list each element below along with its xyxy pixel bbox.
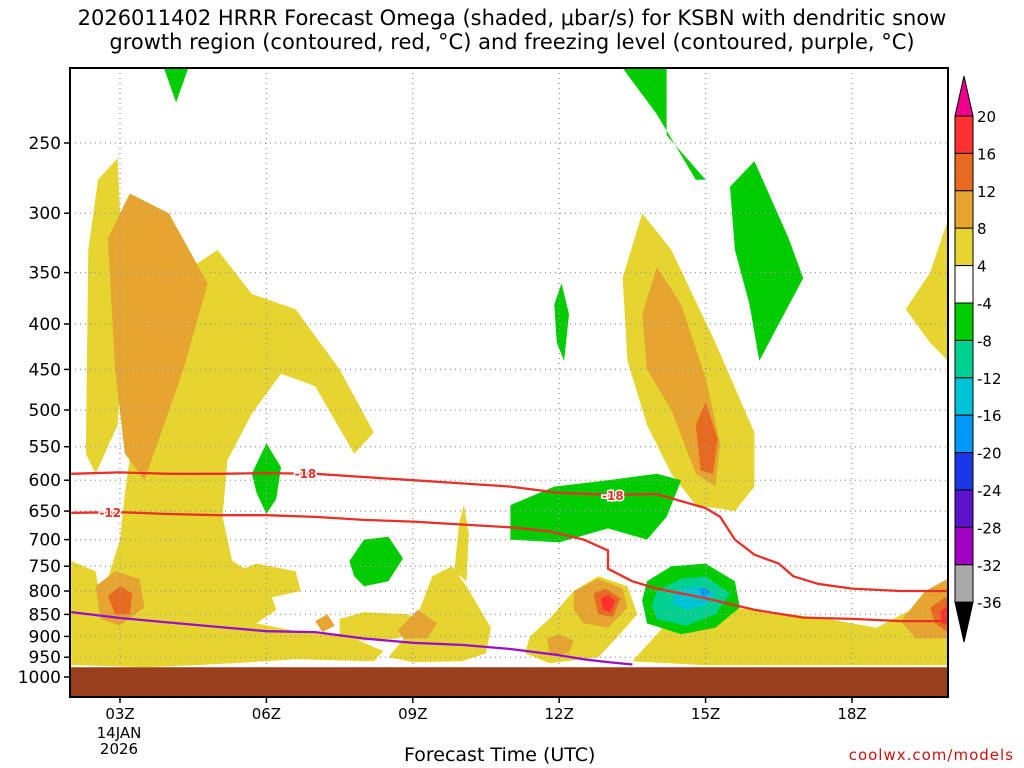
- y-tick-label-600: 600: [29, 471, 61, 491]
- y-tick-label-550: 550: [29, 438, 61, 458]
- x-tick-label-06Z: 06Z: [252, 705, 281, 723]
- y-tick-label-800: 800: [29, 582, 61, 602]
- colorbar-label--28: -28: [977, 519, 1002, 537]
- omega-region-26-level--4: [598, 68, 706, 180]
- omega-region-27-level--4: [730, 161, 804, 361]
- colorbar-arrow-bottom: [954, 601, 974, 643]
- contour-label-0-0: -18: [295, 467, 317, 481]
- omega-region-20-level-12: [695, 402, 718, 474]
- y-tick-label-900: 900: [29, 627, 61, 647]
- y-tick-label-450: 450: [29, 360, 61, 380]
- x-tick-label-12Z: 12Z: [545, 705, 574, 723]
- ground-surface: [70, 667, 948, 697]
- y-tick-label-950: 950: [29, 648, 61, 668]
- contour-line-0: [71, 471, 948, 593]
- colorbar-band-11: [954, 489, 974, 528]
- date-day-label: 14JAN: [96, 724, 142, 742]
- date-year-label: 2026: [99, 740, 139, 758]
- colorbar-label--36: -36: [977, 594, 1002, 612]
- omega-shading: [71, 68, 948, 668]
- y-tick-label-300: 300: [29, 204, 61, 224]
- chart-title: 2026011402 HRRR Forecast Omega (shaded, …: [0, 6, 1024, 54]
- colorbar-band-7: [954, 339, 974, 379]
- y-tick-label-650: 650: [29, 502, 61, 522]
- x-tick-label-15Z: 15Z: [691, 705, 720, 723]
- x-tick-label-03Z: 03Z: [105, 705, 134, 723]
- omega-region-35-level--16: [698, 587, 711, 597]
- contour-line-1: [71, 511, 948, 623]
- colorbar-band-1: [954, 115, 974, 154]
- omega-region-15-level-8: [547, 634, 574, 656]
- colorbar-band-13: [954, 564, 974, 603]
- omega-region-13-level-8: [398, 609, 438, 639]
- colorbar-band-9: [954, 414, 974, 454]
- colorbar-label--20: -20: [977, 445, 1002, 463]
- contour-line-2: [71, 610, 633, 666]
- y-tick-label-700: 700: [29, 531, 61, 551]
- omega-region-23-level-16: [600, 594, 616, 613]
- chart-title-line2: growth region (contoured, red, °C) and f…: [109, 30, 915, 54]
- plot-frame: [69, 67, 949, 698]
- temperature-contours: -18 -18 -12: [71, 465, 948, 666]
- x-tick-label-18Z: 18Z: [837, 705, 866, 723]
- colorbar-label-8: 8: [977, 220, 987, 238]
- x-tick-label-09Z: 09Z: [398, 705, 427, 723]
- colorbar-band-2: [954, 152, 974, 192]
- omega-region-10-level-4: [905, 219, 948, 361]
- omega-region-11-level-8: [107, 193, 208, 481]
- y-tick-label-500: 500: [29, 401, 61, 421]
- omega-region-14-level-8: [315, 614, 335, 633]
- omega-region-6-level-4: [454, 505, 469, 582]
- colorbar-label--8: -8: [977, 332, 992, 350]
- colorbar-label--4: -4: [977, 295, 992, 313]
- credit-label: coolwx.com/models: [848, 746, 1014, 764]
- chart-title-line1: 2026011402 HRRR Forecast Omega (shaded, …: [77, 6, 947, 30]
- colorbar-label-4: 4: [977, 258, 987, 276]
- colorbar-arrow-top: [954, 75, 974, 117]
- colorbar-label--32: -32: [977, 557, 1002, 575]
- colorbar-band-4: [954, 227, 974, 267]
- y-tick-label-400: 400: [29, 315, 61, 335]
- colorbar-label--24: -24: [977, 482, 1002, 500]
- y-tick-label-250: 250: [29, 134, 61, 154]
- colorbar-label--16: -16: [977, 407, 1002, 425]
- omega-region-3-level-4: [217, 563, 301, 601]
- omega-region-25-level--4: [163, 68, 189, 103]
- colorbar-band-10: [954, 452, 974, 491]
- colorbar-label-16: 16: [977, 145, 996, 163]
- omega-region-31-level--4: [510, 473, 682, 543]
- colorbar-label-12: 12: [977, 183, 996, 201]
- colorbar-label-20: 20: [977, 108, 996, 126]
- colorbar-band-8: [954, 377, 974, 416]
- colorbar-band-6: [954, 302, 974, 341]
- y-axis: 2503003504004505005506006507007508008509…: [18, 134, 70, 688]
- contour-label-0-1: -18: [602, 489, 624, 503]
- colorbar-label--12: -12: [977, 370, 1002, 388]
- colorbar-band-5: [954, 265, 974, 304]
- y-tick-label-850: 850: [29, 605, 61, 625]
- omega-region-19-level-12: [107, 586, 133, 615]
- y-tick-label-350: 350: [29, 264, 61, 284]
- omega-region-30-level--4: [349, 536, 403, 587]
- contour-label-1-0: -12: [99, 506, 121, 520]
- y-tick-label-1000: 1000: [18, 668, 61, 688]
- colorbar-band-12: [954, 526, 974, 566]
- x-axis: 03Z 06Z 09Z 12Z 15Z 18Z: [105, 697, 867, 723]
- ground-fill: [70, 667, 948, 697]
- x-axis-title: Forecast Time (UTC): [404, 744, 596, 766]
- y-tick-label-750: 750: [29, 557, 61, 577]
- colorbar: 20 16 12 8 4 -4 -8 -12 -16 -20 -24 -28 -32 -36: [954, 75, 1002, 643]
- omega-region-28-level--4: [554, 283, 569, 361]
- colorbar-band-3: [954, 190, 974, 229]
